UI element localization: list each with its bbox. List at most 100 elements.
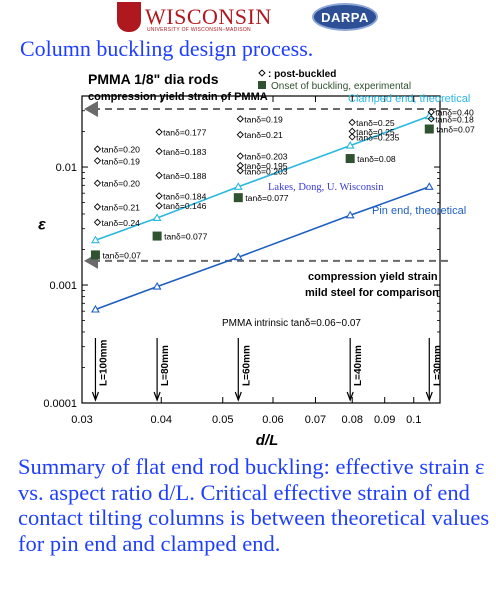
wisconsin-wordmark: WISCONSIN [145,4,272,29]
length-arrowhead [153,391,161,402]
post-buckled-point [155,171,163,179]
pmma-yield-label: compression yield strain of PMMA [88,91,268,103]
post-buckled-label: tanδ=0.19 [101,156,140,166]
onset-label: tanδ=0.077 [164,232,207,242]
legend-diamond-marker [258,69,266,77]
length-arrowhead [346,391,354,402]
post-buckled-point [93,218,102,226]
y-tick-label: 0.0001 [43,398,77,410]
chart-title: PMMA 1/8" dia rods [88,71,219,87]
steel-yield-label-2: mild steel for comparison [305,287,439,299]
onset-point [345,154,355,164]
darpa-logo: DARPA [312,3,378,31]
length-label: L=60mm [241,345,252,386]
onset-label: tanδ=0.077 [245,193,288,203]
post-buckled-point [236,152,244,160]
post-buckled-label: tanδ=0.19 [244,114,283,124]
series-point-0 [345,140,355,149]
post-buckled-label: tanδ=0.235 [356,132,399,142]
clamped-series-label: Clamped end, theoretical [348,93,470,105]
post-buckled-point [236,131,244,139]
series-point-1 [424,182,434,190]
y-tick-label: 0.001 [49,280,77,292]
post-buckled-label: tanδ=0.177 [163,128,206,138]
post-buckled-label: tanδ=0.195 [244,161,287,171]
summary-text: Summary of flat end rod buckling: effect… [18,454,490,556]
length-arrowhead [425,391,433,402]
post-buckled-point [348,133,356,141]
x-tick-label: 0.06 [262,414,283,426]
wisconsin-logo: WISCONSIN UNIVERSITY OF WISCONSIN–MADISO… [117,2,271,34]
series-point-1 [90,304,100,313]
onset-label: tanδ=0.07 [102,250,141,260]
onset-point [90,250,100,260]
y-tick-label: 0.01 [56,162,77,174]
post-buckled-label: tanδ=0.146 [163,201,206,211]
x-tick-label: 0.04 [151,414,172,426]
post-buckled-label: tanδ=0.183 [163,147,206,157]
x-tick-label: 0.07 [305,414,326,426]
onset-label: tanδ=0.07 [436,125,475,135]
post-buckled-point [236,167,244,175]
post-buckled-point [348,118,356,127]
length-label: L=40mm [353,345,364,386]
steel-yield-label: compression yield strain [308,271,438,283]
series-point-0 [90,235,100,244]
pin-series-label: Pin end, theoretical [372,205,466,217]
legend-onset: Onset of buckling, experimental [271,81,411,92]
series-point-0 [152,213,162,222]
post-buckled-point [427,108,435,116]
series-point-1 [233,252,243,261]
darpa-wordmark: DARPA [321,10,369,25]
credit-annotation: Lakes, Dong, U. Wisconsin [268,182,384,193]
length-label: L=80mm [160,345,171,386]
post-buckled-label: tanδ=0.203 [244,152,287,162]
wisconsin-crest-icon [117,2,141,32]
x-axis-label: d/L [256,432,279,449]
post-buckled-label: tanδ=0.21 [244,130,283,140]
post-buckled-point [93,145,102,153]
post-buckled-point [155,147,163,155]
onset-point [424,124,434,134]
post-buckled-label: tanδ=0.184 [163,191,206,201]
post-buckled-label: tanδ=0.18 [435,114,474,124]
post-buckled-point [93,157,102,165]
post-buckled-label: tanδ=0.24 [101,218,140,228]
x-tick-label: 0.09 [374,414,395,426]
post-buckled-label: tanδ=0.21 [101,202,140,212]
onset-point [152,231,162,241]
slide-title: Column buckling design process. [20,36,314,61]
length-label: L=100mm [98,339,109,386]
post-buckled-point [155,202,163,210]
onset-label: tanδ=0.08 [357,154,396,164]
series-point-1 [345,210,355,219]
post-buckled-label: tanδ=0.25 [356,127,395,137]
post-buckled-point [155,128,163,136]
post-buckled-label: tanδ=0.20 [101,145,140,155]
y-axis-label: ε [38,217,46,234]
post-buckled-point [236,161,244,170]
post-buckled-label: tanδ=0.188 [163,171,206,181]
legend-square-marker [258,81,266,89]
post-buckled-point [155,192,163,200]
post-buckled-label: tanδ=0.25 [356,118,395,128]
post-buckled-label: tanδ=0.40 [435,107,474,117]
legend-post-buckled: : post-buckled [268,69,336,80]
series-point-0 [233,182,243,190]
post-buckled-point [236,115,244,123]
post-buckled-point [427,115,435,123]
post-buckled-point [93,203,102,211]
post-buckled-label: tanδ=0.203 [244,166,287,176]
onset-point [233,193,243,203]
buckling-chart: 0.0001 0.001 0.01 0.03 0.04 0.05 0.06 0.07 0.08 0… [38,69,475,449]
x-tick-label: 0.1 [406,414,421,426]
intrinsic-annotation: PMMA intrinsic tanδ=0.06~0.07 [222,318,361,329]
x-tick-label: 0.03 [71,414,92,426]
post-buckled-point [348,127,356,135]
wisconsin-subtext: UNIVERSITY OF WISCONSIN–MADISON [147,27,251,33]
post-buckled-point [93,179,102,187]
x-tick-label: 0.05 [212,414,233,426]
length-arrowhead [234,391,242,402]
series-point-1 [152,281,162,290]
length-arrowhead [91,391,100,402]
